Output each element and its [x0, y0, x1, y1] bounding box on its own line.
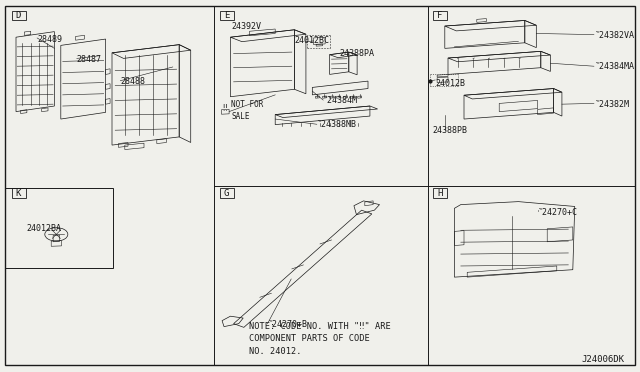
Text: E: E: [224, 11, 229, 20]
Text: ‶24388MB: ‶24388MB: [317, 120, 357, 129]
Bar: [12, 188, 26, 198]
Text: ‶24270+B: ‶24270+B: [268, 320, 307, 329]
Text: 24392V: 24392V: [232, 22, 262, 31]
Bar: [433, 188, 447, 198]
Text: H: H: [437, 189, 442, 198]
Text: ‶24382M: ‶24382M: [595, 100, 630, 109]
Bar: [12, 11, 26, 20]
Text: NOTE: CODE NO. WITH "‼" ARE
COMPONENT PARTS OF CODE
NO. 24012.: NOTE: CODE NO. WITH "‼" ARE COMPONENT PA…: [249, 321, 391, 356]
Text: F: F: [437, 11, 442, 20]
Text: NOT FOR
SALE: NOT FOR SALE: [231, 100, 264, 121]
Bar: [220, 188, 234, 198]
Bar: [5, 188, 113, 268]
Text: J24006DK: J24006DK: [581, 355, 624, 364]
Text: 28488: 28488: [120, 77, 145, 86]
Text: K: K: [16, 189, 21, 198]
Text: 28487: 28487: [77, 55, 102, 64]
Text: ‶24270+C: ‶24270+C: [538, 208, 578, 217]
Text: ‶24382VA: ‶24382VA: [595, 31, 636, 40]
Text: D: D: [16, 11, 21, 20]
Text: 28489: 28489: [37, 35, 62, 44]
Text: 24012B: 24012B: [435, 79, 465, 88]
Text: 24388PB: 24388PB: [432, 126, 467, 135]
Text: 24012BC: 24012BC: [294, 36, 330, 45]
Bar: [433, 11, 447, 20]
Text: 24388PA: 24388PA: [339, 49, 374, 58]
Text: ‶24384M: ‶24384M: [323, 96, 358, 105]
Text: G: G: [224, 189, 229, 198]
Text: ‶24384MA: ‶24384MA: [595, 62, 636, 71]
Text: 24012BA: 24012BA: [27, 224, 62, 233]
Bar: [220, 11, 234, 20]
Text: ‼: ‼: [222, 104, 227, 113]
